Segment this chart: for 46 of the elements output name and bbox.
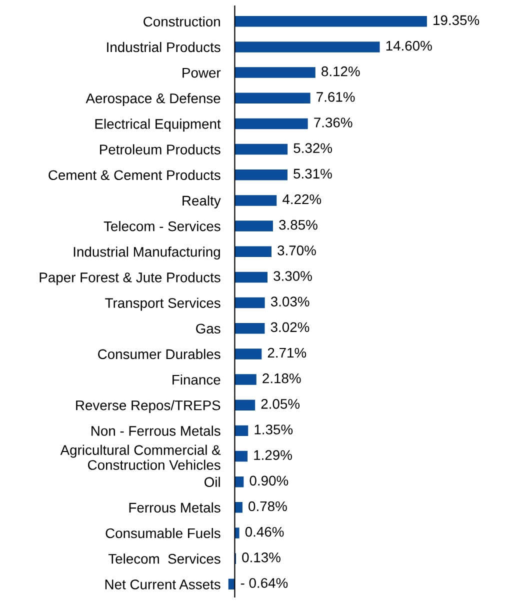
data-label: 8.12% (322, 66, 360, 76)
y-tick-label: Industrial Manufacturing (74, 246, 220, 260)
y-tick-label: Oil (204, 476, 220, 488)
y-tick-label: Telecom Services (108, 554, 220, 564)
data-label: 2.05% (261, 399, 300, 409)
y-tick-label: Ferrous Metals (129, 502, 220, 513)
y-tick-label: Telecom - Services (104, 221, 220, 232)
y-tick-label: Construction (144, 16, 220, 27)
data-label: 0.90% (250, 476, 288, 486)
data-label: 0.46% (245, 526, 284, 537)
data-label: 5.31% (294, 168, 332, 179)
data-label: 7.61% (316, 92, 355, 102)
y-tick-label: Cement & Cement Products (48, 170, 220, 180)
y-tick-label: Finance (172, 374, 220, 385)
data-label: 7.36% (314, 118, 352, 128)
data-label: 0.13% (242, 552, 280, 562)
data-label: 3.02% (270, 322, 310, 332)
y-tick-label: Paper Forest & Jute Products (40, 272, 220, 286)
y-tick-label: Realty (182, 195, 221, 208)
y-tick-label: Consumable Fuels (106, 528, 220, 538)
data-label: - 0.64% (240, 578, 288, 588)
data-label: 19.35% (434, 15, 480, 26)
data-label: 3.85% (279, 220, 318, 230)
y-tick-label: Aerospace & Defense (86, 93, 220, 106)
y-tick-label: Petroleum Products (100, 144, 220, 154)
y-tick-label: Agricultural Commercial & Construction Vehicles (60, 444, 221, 470)
data-label: 4.22% (282, 194, 322, 204)
y-tick-label: Gas (196, 324, 220, 334)
y-tick-label: Consumer Durables (98, 348, 220, 360)
data-label: 3.70% (278, 246, 316, 256)
y-tick-label: Electrical Equipment (95, 118, 221, 132)
data-label: 1.35% (254, 424, 293, 434)
y-tick-label: Industrial Products (107, 42, 220, 52)
y-tick-label: Net Current Assets (105, 580, 220, 590)
data-label: 2.18% (262, 373, 301, 384)
y-tick-label: Power (182, 68, 221, 78)
data-label: 1.29% (254, 450, 292, 460)
data-label: 14.60% (386, 40, 432, 51)
data-label: 2.71% (268, 348, 306, 358)
y-tick-label: Transport Services (105, 298, 220, 311)
data-label: 0.78% (248, 501, 287, 512)
data-label: 3.03% (270, 296, 310, 307)
y-tick-label: Reverse Repos/TREPS (76, 400, 220, 414)
y-tick-label: Non - Ferrous Metals (92, 426, 220, 436)
data-label: 5.32% (294, 143, 332, 154)
data-label: 3.30% (274, 271, 312, 281)
